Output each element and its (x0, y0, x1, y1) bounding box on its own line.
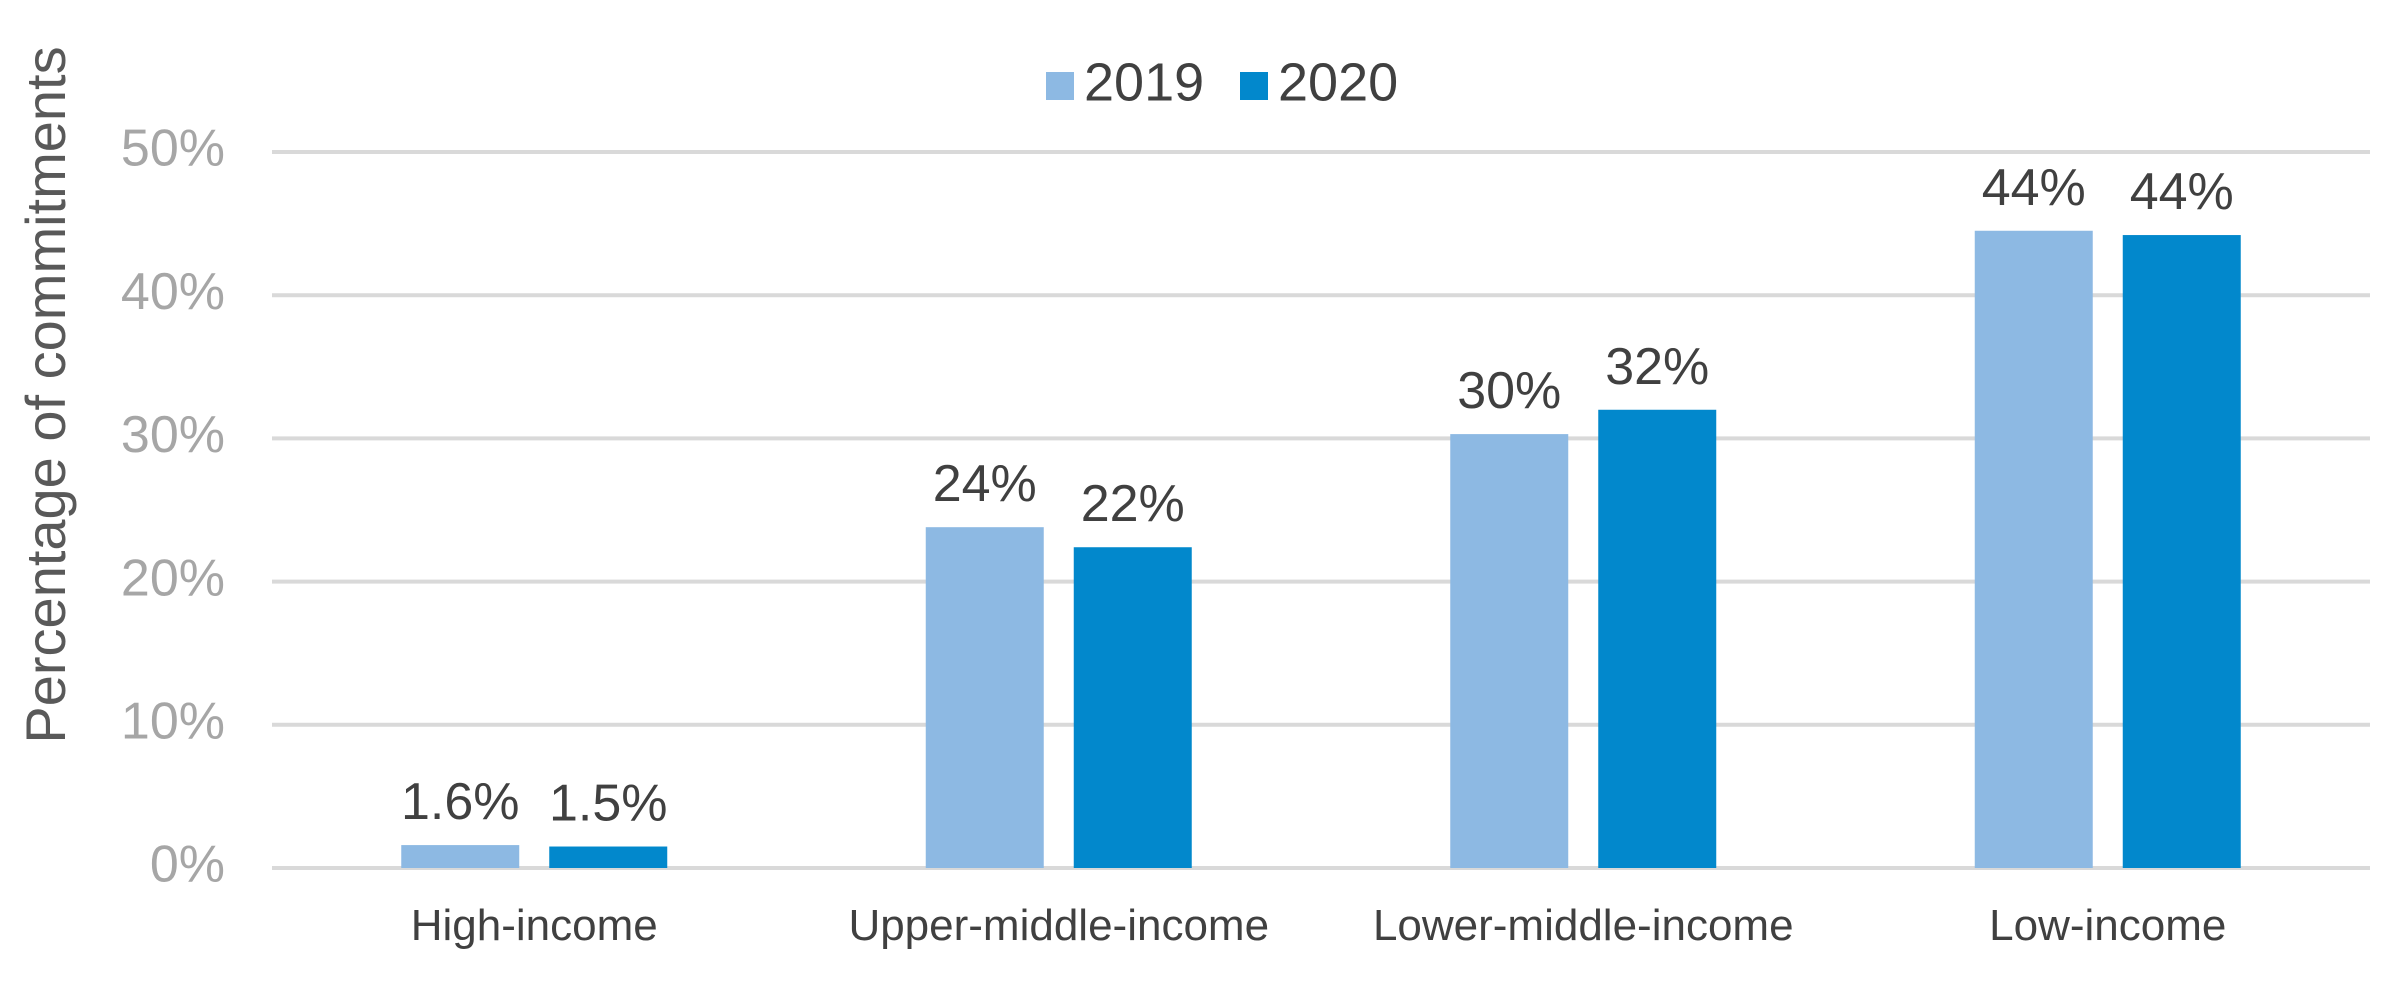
data-labels: 1.6% 1.5% 24% 22% 30% 32% 44% 44% (401, 159, 2234, 833)
y-tick-label: 50% (121, 120, 225, 178)
data-label: 32% (1605, 338, 1709, 396)
y-tick-label: 0% (150, 836, 225, 894)
legend: 2019 2020 (1046, 52, 1398, 112)
bar-2020-low-income (2122, 235, 2241, 868)
data-label: 44% (2130, 163, 2234, 221)
bar-2019-high-income (401, 845, 520, 868)
data-label: 44% (1982, 159, 2086, 217)
y-tick-label: 30% (121, 406, 225, 464)
x-tick-label: Upper-middle-income (848, 901, 1269, 950)
y-tick-label: 20% (121, 549, 225, 607)
legend-swatch-2020 (1240, 72, 1268, 100)
data-label: 1.6% (401, 773, 520, 831)
legend-label-2019: 2019 (1084, 52, 1204, 112)
bar-2020-upper-middle-income (1073, 547, 1192, 868)
data-label: 22% (1081, 475, 1185, 533)
y-tick-label: 40% (121, 263, 225, 321)
legend-label-2020: 2020 (1278, 52, 1398, 112)
bar-2020-high-income (549, 846, 668, 868)
legend-swatch-2019 (1046, 72, 1074, 100)
x-axis-ticks: High-income Upper-middle-income Lower-midd… (411, 901, 2227, 950)
bar-2019-low-income (1974, 230, 2093, 868)
x-tick-label: Lower-middle-income (1373, 901, 1794, 950)
x-tick-label: High-income (411, 901, 658, 950)
bar-2019-lower-middle-income (1450, 434, 1569, 868)
x-tick-label: Low-income (1989, 901, 2226, 950)
y-axis-label: Percentage of commitments (14, 46, 77, 743)
data-label: 1.5% (549, 775, 668, 833)
bars (401, 230, 2241, 868)
bar-2020-lower-middle-income (1598, 409, 1717, 868)
y-tick-label: 10% (121, 693, 225, 751)
bar-2019-upper-middle-income (925, 527, 1044, 868)
data-label: 24% (933, 455, 1037, 513)
data-label: 30% (1457, 362, 1561, 420)
y-axis-ticks: 0% 10% 20% 30% 40% 50% (121, 120, 225, 894)
